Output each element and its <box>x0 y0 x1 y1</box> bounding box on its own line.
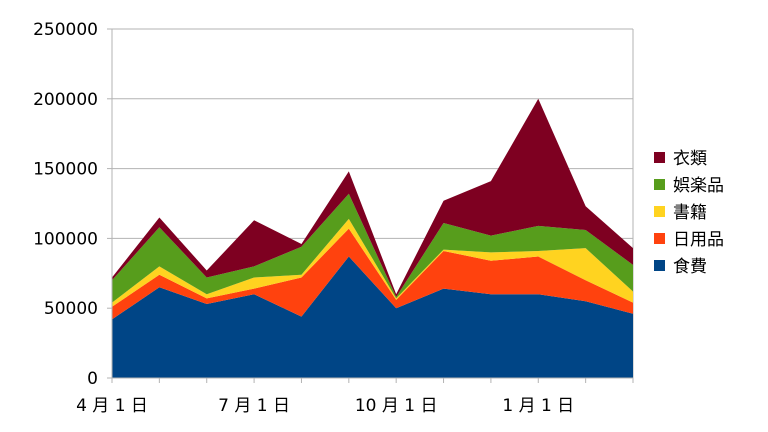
area-series-3 <box>112 193 633 303</box>
area-series-0 <box>112 256 633 378</box>
legend-swatch-0 <box>654 260 665 271</box>
x-tick-label-1: 7 月 1 日 <box>218 396 290 416</box>
legend-swatch-4 <box>654 152 665 163</box>
legend-label-1: 日用品 <box>673 230 724 250</box>
y-tick-label-2: 100000 <box>33 229 98 249</box>
y-tick-label-3: 150000 <box>33 160 98 180</box>
y-tick-label-1: 50000 <box>44 299 98 319</box>
x-tick-label-2: 10 月 1 日 <box>355 396 438 416</box>
area-series-4 <box>112 98 633 298</box>
x-axis-tick-labels: 4 月 1 日 7 月 1 日 10 月 1 日 1 月 1 日 <box>76 396 574 416</box>
y-tick-label-0: 0 <box>87 369 98 389</box>
legend-swatch-3 <box>654 179 665 190</box>
x-tick-label-0: 4 月 1 日 <box>76 396 148 416</box>
y-tick-label-5: 250000 <box>33 20 98 40</box>
axes <box>107 28 634 383</box>
area-series-2 <box>112 218 633 307</box>
legend-swatch-1 <box>654 233 665 244</box>
legend-label-2: 書籍 <box>673 203 707 223</box>
legend-label-4: 衣類 <box>673 149 707 169</box>
x-tick-label-3: 1 月 1 日 <box>502 396 574 416</box>
y-axis-tick-labels: 0 50000 100000 150000 200000 250000 <box>33 20 98 389</box>
area-series <box>112 98 633 378</box>
legend-label-3: 娯楽品 <box>673 176 724 196</box>
legend-label-0: 食費 <box>673 257 707 277</box>
area-series-1 <box>112 228 633 320</box>
legend-swatch-2 <box>654 206 665 217</box>
y-tick-label-4: 200000 <box>33 90 98 110</box>
